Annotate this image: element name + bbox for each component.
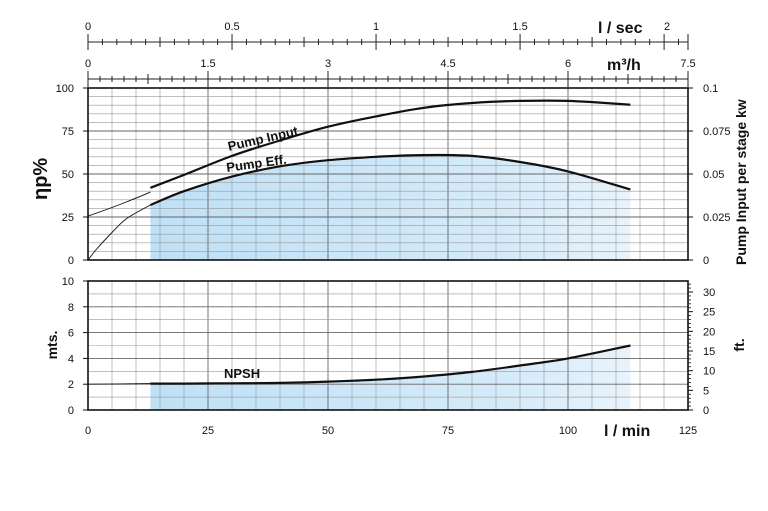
- left-axis-tick-label: 75: [62, 126, 74, 138]
- left-axis-tick-label: 100: [56, 83, 74, 95]
- top-axis-tick-label-lps: 1.5: [512, 21, 527, 33]
- top-axis-tick-label-m3h: 7.5: [680, 58, 695, 70]
- npsh-curve: [150, 344, 631, 385]
- extrapolated-curve: [87, 383, 151, 385]
- top-axis-tick-label-m3h: 3: [325, 58, 331, 70]
- top-axis-tick-label-lps: 1: [373, 21, 379, 33]
- right-axis-tick-label: 15: [703, 346, 715, 358]
- operating-range-fill: [150, 345, 631, 410]
- npsh-feet-axis-title: ft.: [731, 338, 747, 351]
- x-axis-tick-label: 0: [85, 425, 91, 437]
- efficiency-axis-title: ηp%: [30, 158, 52, 200]
- extrapolated-curve: [87, 204, 151, 261]
- flow-m3h-unit-label: m³/h: [607, 57, 641, 74]
- npsh-metres-axis-title: mts.: [44, 331, 60, 360]
- pump-eff-curve: [149, 153, 631, 207]
- right-axis-tick-label: 0.1: [703, 83, 718, 95]
- npsh-curve-label: NPSH: [224, 366, 260, 381]
- left-axis-tick-label: 25: [62, 212, 74, 224]
- x-axis-tick-label: 100: [559, 425, 577, 437]
- left-axis-tick-label: 10: [62, 276, 74, 288]
- operating-range-fill: [150, 154, 631, 260]
- top-axis-tick-label-m3h: 6: [565, 58, 571, 70]
- left-axis-tick-label: 6: [68, 328, 74, 340]
- pump-input-curve: [149, 99, 631, 189]
- flow-lps-unit-label: l / sec: [598, 20, 643, 37]
- left-axis-tick-label: 4: [68, 353, 74, 365]
- right-axis-tick-label: 5: [703, 385, 709, 397]
- right-axis-tick-label: 0.075: [703, 126, 731, 138]
- plot-frame: [87, 280, 689, 411]
- right-axis-tick-label: 0: [703, 405, 709, 417]
- top-axis-tick-label-m3h: 4.5: [440, 58, 455, 70]
- x-axis-tick-label: 25: [202, 425, 214, 437]
- top-axis-tick-label-lps: 0: [85, 21, 91, 33]
- left-axis-tick-label: 2: [68, 379, 74, 391]
- pump-input-axis-title: Pump Input per stage kw: [733, 99, 749, 265]
- left-axis-tick-label: 8: [68, 302, 74, 314]
- right-axis-tick-label: 0: [703, 255, 709, 267]
- top-axes: 0 0.5 1 1.5 2 0 1.5 3 4.5 6 7.5: [85, 21, 696, 87]
- efficiency-power-panel: 0 25 50 75 100 0 0.025 0.05 0.075 0.1: [56, 83, 731, 267]
- top-axis-tick-label-m3h: 1.5: [200, 58, 215, 70]
- right-axis-tick-label: 0.05: [703, 169, 724, 181]
- right-axis-tick-label: 10: [703, 366, 715, 378]
- flow-lpm-unit-label: l / min: [604, 423, 650, 440]
- right-axis-tick-label: 20: [703, 326, 715, 338]
- x-axis-tick-label: 125: [679, 425, 697, 437]
- right-axis-tick-label: 30: [703, 287, 715, 299]
- top-axis-tick-label-m3h: 0: [85, 58, 91, 70]
- left-axis-tick-label: 0: [68, 255, 74, 267]
- right-axis-tick-label: 0.025: [703, 212, 731, 224]
- extrapolated-curve: [87, 191, 151, 217]
- pump-input-curve-label: Pump Input: [226, 123, 300, 154]
- left-axis-tick-label: 0: [68, 405, 74, 417]
- left-axis-tick-label: 50: [62, 169, 74, 181]
- x-axis-tick-label: 75: [442, 425, 454, 437]
- right-axis-tick-label: 25: [703, 307, 715, 319]
- top-axis-tick-label-lps: 0.5: [224, 21, 239, 33]
- x-axis-tick-label: 50: [322, 425, 334, 437]
- top-axis-tick-label-lps: 2: [664, 21, 670, 33]
